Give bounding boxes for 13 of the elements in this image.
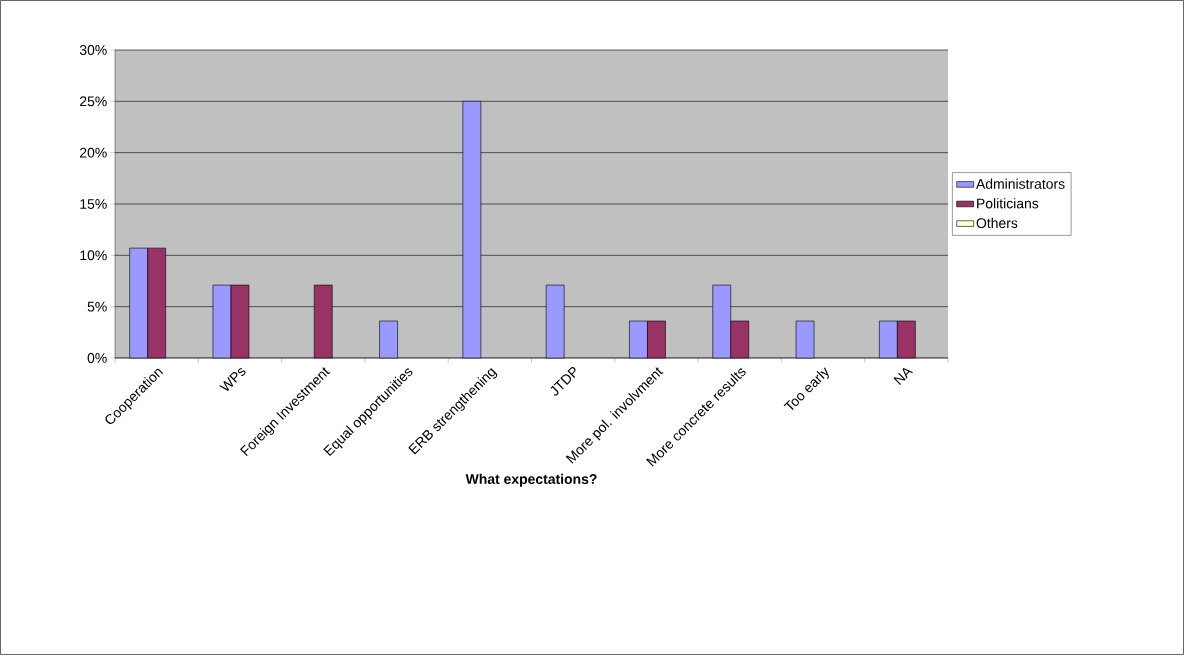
legend-label: Politicians xyxy=(977,198,1039,209)
x-tick-label: NA xyxy=(893,368,914,386)
y-tick-label: 15% xyxy=(80,199,107,209)
legend-label: Administrators xyxy=(976,178,1065,189)
y-tick-label: 0% xyxy=(87,353,107,363)
y-tick-label: 5% xyxy=(87,301,107,312)
y-tick-label: 10% xyxy=(80,250,107,261)
y-tick-label: 25% xyxy=(80,96,107,107)
x-axis-title: What expectations? xyxy=(465,473,597,487)
legend-label: Others xyxy=(976,217,1018,229)
x-tick-label: WPs xyxy=(219,368,246,391)
y-tick-label: 20% xyxy=(80,147,107,158)
y-tick-label: 30% xyxy=(79,45,107,55)
